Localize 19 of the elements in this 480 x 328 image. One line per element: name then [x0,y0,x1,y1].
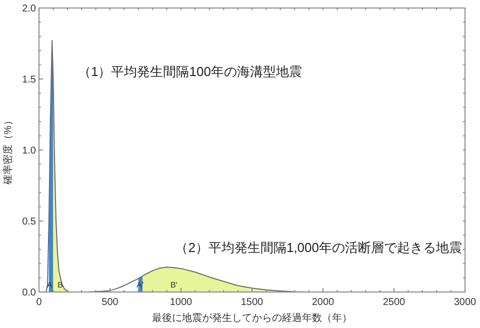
x-tick-label: 1000 [170,297,193,308]
y-tick-label: 0.0 [22,288,36,298]
annotation: （1）平均発生間隔100年の海溝型地震 [78,64,302,79]
annotation: B [58,280,63,290]
annotation: （2）平均発生間隔1,000年の活断層で起きる地震 [175,240,462,255]
x-tick-label: 2500 [382,297,406,308]
annotation: B' [170,280,178,290]
x-tick-label: 500 [102,297,119,308]
line-series [46,40,70,292]
y-tick-label: 2.0 [22,4,36,14]
y-tick-label: 1.0 [22,146,36,156]
y-tick-label: 0.5 [22,216,36,228]
y-tick-label: 1.5 [22,74,36,86]
x-tick-label: 3000 [454,297,477,308]
x-tick-label: 1500 [240,297,264,308]
y-axis-title: 確率密度（%） [2,116,14,186]
x-tick-label: 0 [36,297,42,308]
x-axis-title: 最後に地震が発生してからの経過年数（年） [152,312,352,324]
x-tick-label: 2000 [312,297,335,308]
